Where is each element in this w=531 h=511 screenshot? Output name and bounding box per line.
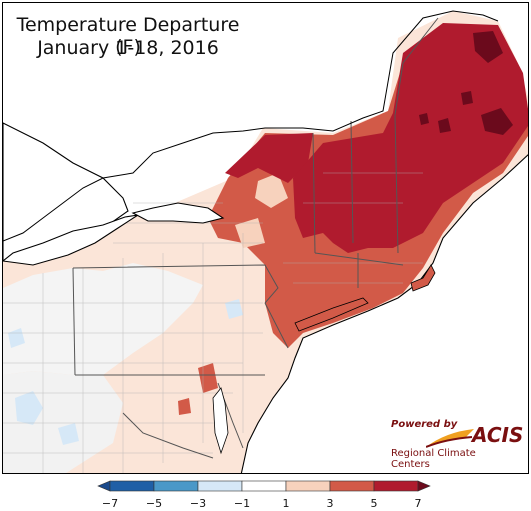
acis-logo: Powered by ACIS Regional Climate Centers: [386, 417, 523, 470]
powered-by-label: Powered by: [391, 419, 458, 430]
map-frame: Temperature Departure (F) January 1-18, …: [2, 2, 529, 474]
legend-below-arrow: [97, 480, 111, 492]
legend-bin: [153, 480, 199, 492]
great-lakes: [3, 122, 225, 266]
legend-bin: [285, 480, 331, 492]
legend-tick-label: −3: [189, 497, 207, 510]
cape-cod: [410, 264, 436, 292]
legend-bin: [373, 480, 419, 492]
legend-tick-label: −1: [233, 497, 251, 510]
legend-bin: [241, 480, 287, 492]
legend-above-arrow: [417, 480, 431, 492]
color-legend: −7 −5 −3 −1 1 3 5 7: [92, 478, 437, 510]
legend-tick-label: 5: [370, 497, 378, 510]
extreme-patches: [419, 31, 513, 135]
legend-bin: [109, 480, 155, 492]
legend-bin: [197, 480, 243, 492]
northern-coastline: [3, 10, 499, 242]
rcc-label: Regional Climate Centers: [391, 448, 476, 470]
acis-name: ACIS: [472, 423, 524, 447]
legend-tick-label: −5: [145, 497, 163, 510]
atlantic-ocean: [240, 154, 528, 473]
map-subtitle: January 1-18, 2016: [37, 37, 219, 59]
map-title: Temperature Departure (F): [16, 14, 240, 58]
legend-tick-label: 7: [414, 497, 422, 510]
long-island: [294, 297, 369, 332]
county-lines: [3, 172, 423, 473]
legend-tick-label: 1: [282, 497, 290, 510]
legend-bar: [97, 480, 431, 492]
temperature-map[interactable]: [3, 3, 529, 474]
legend-tick-label: −7: [101, 497, 119, 510]
legend-bin: [329, 480, 375, 492]
legend-tick-label: 3: [326, 497, 334, 510]
chesapeake-bay: [212, 387, 229, 455]
swoosh-icon: [426, 429, 474, 448]
